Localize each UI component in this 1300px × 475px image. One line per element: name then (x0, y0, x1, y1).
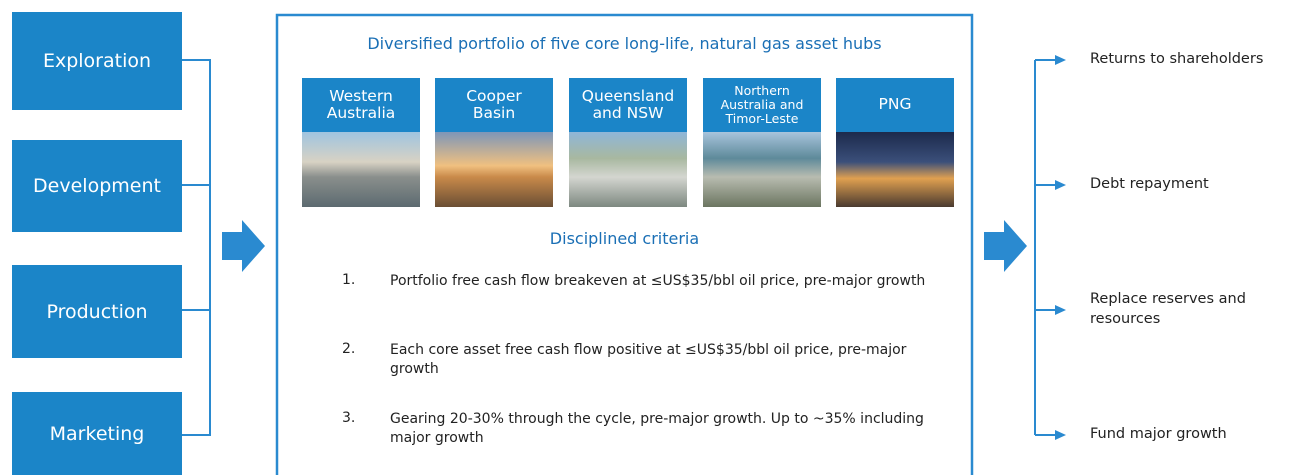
region-label: PNG (879, 96, 912, 113)
criteria-text: Portfolio free cash flow breakeven at ≤U… (390, 272, 930, 291)
region-box: PNG (836, 78, 954, 132)
stage-box: Marketing (12, 392, 182, 475)
portfolio-title: Diversified portfolio of five core long-… (277, 34, 972, 53)
page: Exploration Development Production Marke… (0, 0, 1300, 475)
stage-box: Development (12, 140, 182, 232)
region-label: Cooper (466, 88, 522, 105)
criteria-heading: Disciplined criteria (277, 229, 972, 248)
region-label: Queensland (582, 88, 674, 105)
region-label: and NSW (593, 105, 664, 122)
region-label: Basin (473, 105, 515, 122)
criteria-text: Each core asset free cash flow positive … (390, 341, 930, 379)
outcome: Returns to shareholders (1090, 50, 1290, 70)
region-label: Australia and (721, 98, 804, 112)
outcome: Debt repayment (1090, 175, 1290, 195)
criteria-text: Gearing 20-30% through the cycle, pre-ma… (390, 410, 930, 448)
stage-box: Production (12, 265, 182, 358)
region-label: Western (329, 88, 393, 105)
criteria-number: 1. (342, 272, 355, 288)
region-label: Australia (327, 105, 396, 122)
region-photo (302, 132, 420, 207)
region-photo (569, 132, 687, 207)
region-photo (435, 132, 553, 207)
region-photo (703, 132, 821, 207)
stage-box: Exploration (12, 12, 182, 110)
region-label: Northern (734, 84, 790, 98)
criteria-number: 3. (342, 410, 355, 426)
criteria-number: 2. (342, 341, 355, 357)
region-photo (836, 132, 954, 207)
outcome: Fund major growth (1090, 425, 1290, 445)
outcome: Replace reserves and resources (1090, 290, 1275, 329)
region-label: Timor-Leste (726, 112, 799, 126)
